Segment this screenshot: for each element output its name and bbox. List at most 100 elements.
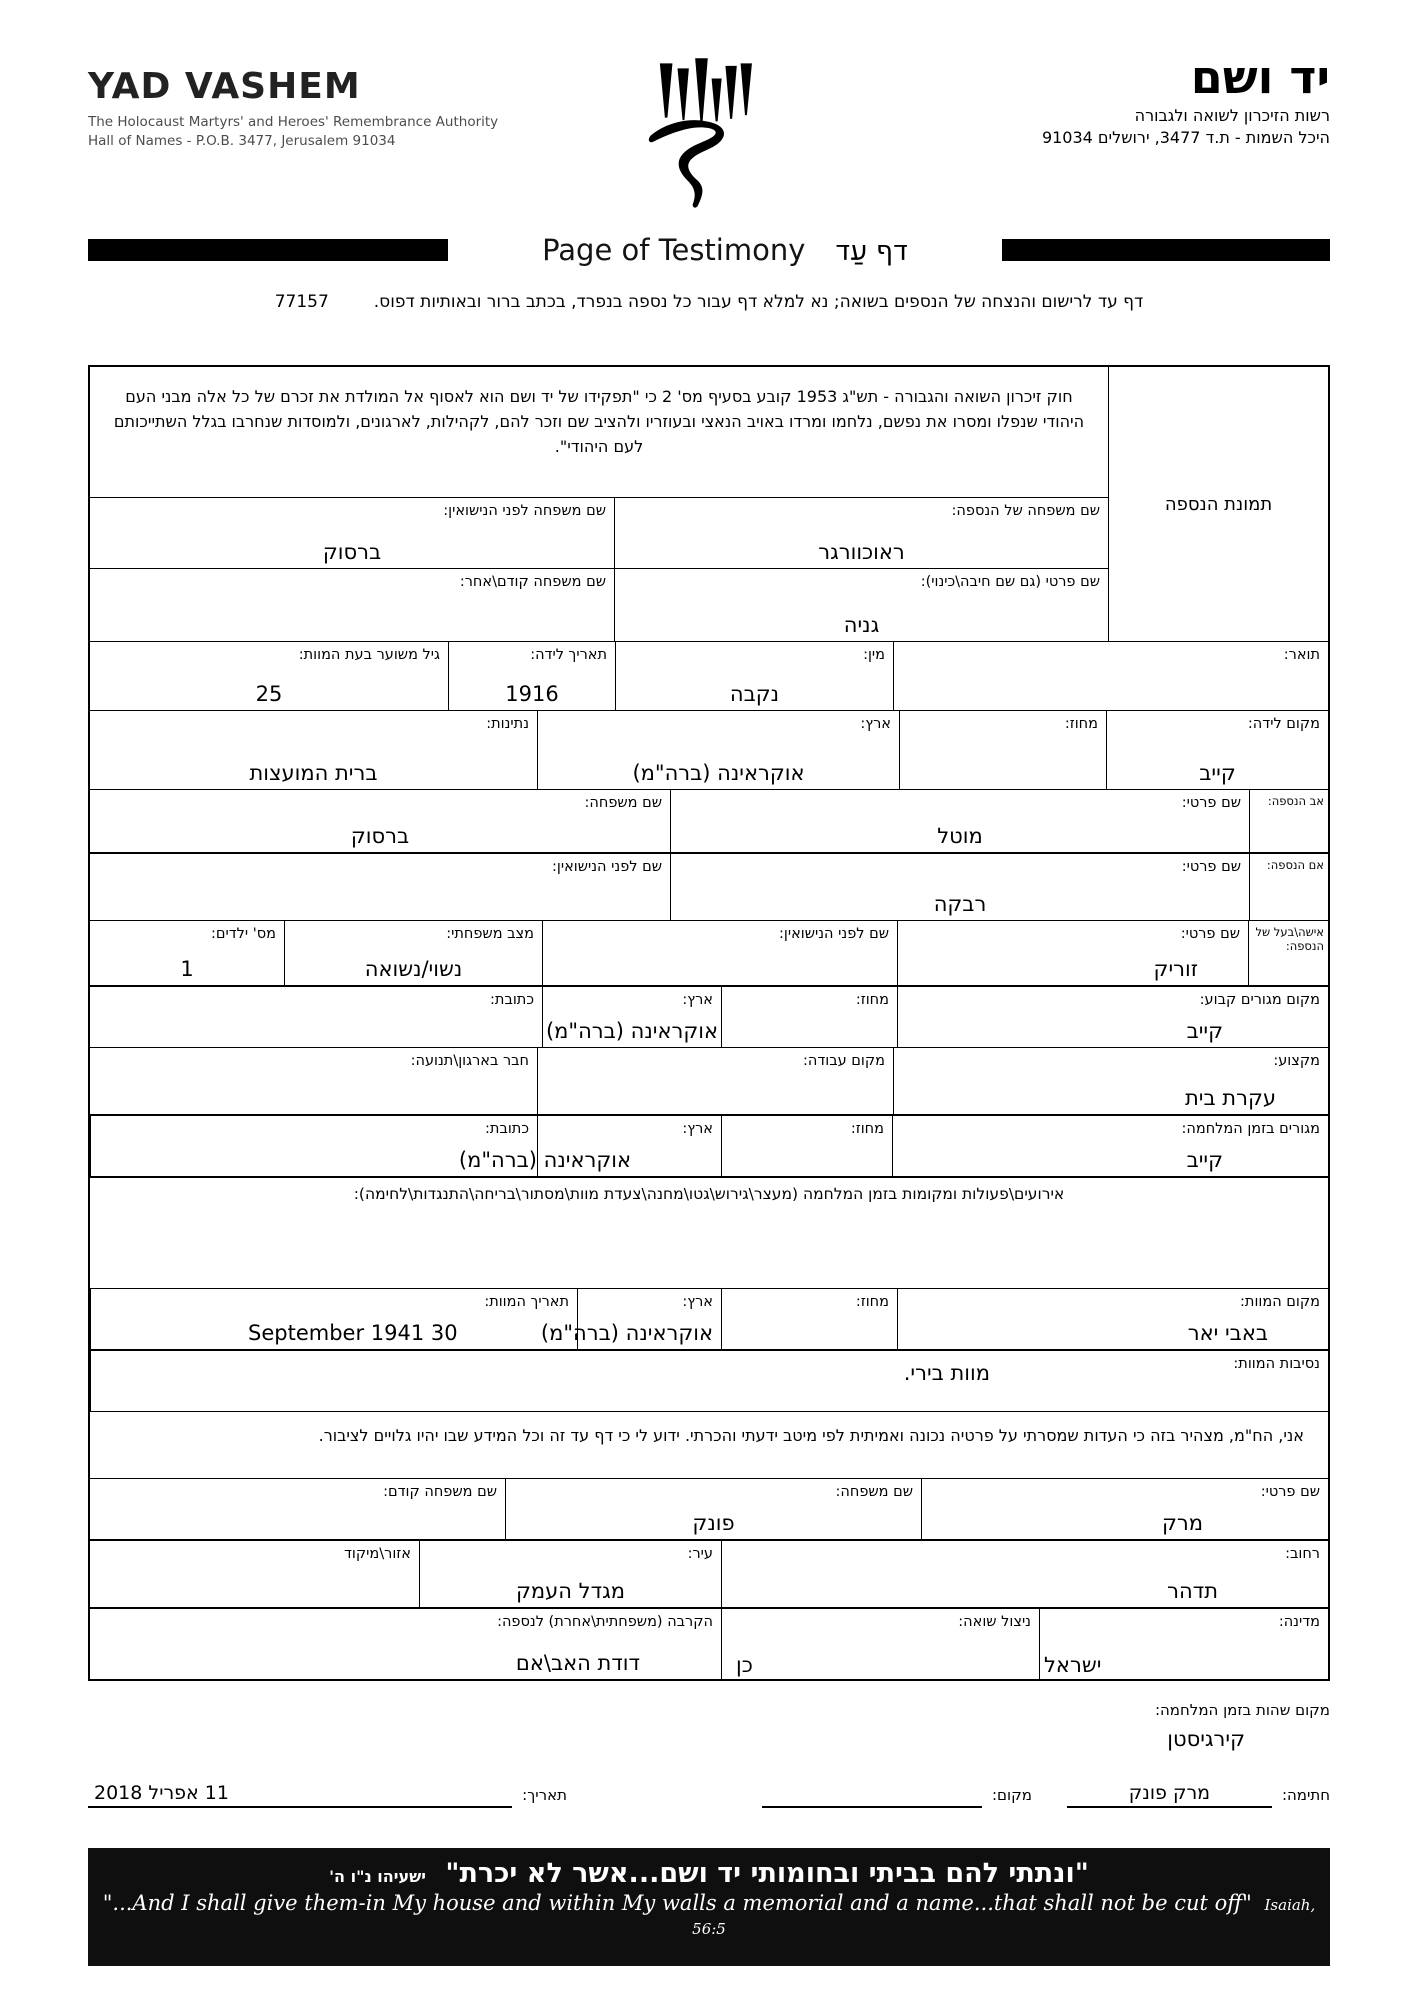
field-events-label: אירועים\פעולות ומקומות בזמן המלחמה (מעצר…: [353, 1185, 1065, 1203]
row-death: מקום המוות: באבי יאר מחוז: ארץ: תאריך המ…: [90, 1288, 1328, 1349]
page-title: Page of Testimony דף עַד: [448, 233, 1002, 267]
signature-row: חתימה: מרק פונק מקום: תאריך: 11 אפריל 20…: [88, 1782, 1330, 1808]
field-father-header: אב הנספה:: [1249, 790, 1328, 852]
field-label: חבר בארגון\תנועה:: [410, 1053, 529, 1069]
field-death-circumstances: נסיבות המוות:: [90, 1351, 1328, 1411]
field-death-circumstances-value: מוות בירי.: [903, 1361, 990, 1385]
row-submitter-name: שם פרטי: מרק שם משפחה: פונק שם משפחה קוד…: [90, 1478, 1328, 1539]
field-label: שם לפני הנישואין:: [779, 926, 889, 942]
field-label: מחוז:: [1064, 716, 1098, 732]
header-he-subtitle-2: היכל השמות - ת.ד 3477, ירושלים 91034: [1041, 127, 1330, 147]
title-bar-left-rule: [88, 239, 448, 261]
field-spouse-first-name: שם פרטי: זוריק: [897, 921, 1248, 985]
field-mother-first-name: שם פרטי: רבקה: [670, 854, 1249, 920]
field-label: גיל משוער בעת המוות:: [298, 647, 440, 663]
row-death-circumstances: נסיבות המוות: מוות בירי.: [90, 1349, 1328, 1411]
field-label: ארץ:: [682, 992, 713, 1008]
field-label: שם משפחה לפני הנישואין:: [443, 503, 606, 519]
sign-date-label: תאריך:: [522, 1786, 567, 1804]
header-hebrew: יד ושם רשות הזיכרון לשואה ולגבורה היכל ה…: [1042, 52, 1330, 147]
field-value: אוקראינה (ברה"מ): [545, 1019, 719, 1043]
declaration-text: אני, הח"מ, מצהיר בזה כי העדות שמסרתי על …: [318, 1426, 1304, 1445]
row-father: אב הנספה: שם פרטי: מוטל שם משפחה: ברסוק: [90, 789, 1328, 852]
field-label: מצב משפחתי:: [446, 926, 534, 942]
field-label: הקרבה (משפחתית\אחרת) לנספה:: [497, 1614, 713, 1630]
quote-banner: "ונתתי להם בביתי ובחומותי יד ושם...אשר ל…: [88, 1848, 1330, 1966]
field-label: שם פרטי:: [1181, 859, 1241, 875]
field-mother-maiden-name: שם לפני הנישואין:: [90, 854, 670, 920]
row-declaration: אני, הח"מ, מצהיר בזה כי העדות שמסרתי על …: [90, 1411, 1328, 1478]
field-label: תואר:: [1283, 647, 1320, 663]
field-label: שם משפחה של הנספה:: [951, 503, 1100, 519]
sign-date-value: 11 אפריל 2018: [88, 1782, 513, 1808]
field-value: קייב: [1186, 1019, 1223, 1043]
field-label: מקום לידה:: [1247, 716, 1320, 732]
field-value: ישראל: [1044, 1653, 1102, 1677]
field-value: מוטל: [937, 824, 983, 848]
row-residence: מקום מגורים קבוע: קייב מחוז: ארץ: אוקראי…: [90, 985, 1328, 1047]
field-label: אזור\מיקוד: [344, 1546, 411, 1562]
field-zip: אזור\מיקוד: [90, 1541, 419, 1607]
field-value: גניה: [843, 613, 880, 637]
header-en-subtitle-1: The Holocaust Martyrs' and Heroes' Remem…: [88, 114, 499, 130]
field-value: תדהר: [1167, 1579, 1218, 1603]
field-wartime-address: כתובת:: [90, 1116, 537, 1176]
page-title-en: Page of Testimony: [542, 233, 806, 267]
field-value: כן: [736, 1653, 753, 1677]
sign-place-value: [762, 1804, 982, 1808]
field-birth-date: תאריך לידה: 1916: [448, 642, 615, 710]
photo-box: תמונת הנספה: [1108, 367, 1328, 641]
row-address: רחוב: תדהר עיר: מגדל העמק אזור\מיקוד: [90, 1539, 1328, 1607]
yad-vashem-title-he: יד ושם: [1190, 50, 1330, 104]
field-submitter-family-name: שם משפחה: פונק: [505, 1479, 921, 1539]
field-label: שם משפחה:: [584, 795, 662, 811]
field-label: נסיבות המוות:: [1233, 1356, 1320, 1372]
form-top-left: חוק זיכרון השואה והגבורה - תש"ג 1953 קוב…: [90, 367, 1108, 641]
field-value: 25: [255, 682, 283, 706]
field-label: שם משפחה קודם:: [383, 1484, 497, 1500]
field-label: אישה\בעל של הנספה:: [1255, 925, 1324, 954]
field-value: נשוי/נשואה: [364, 957, 463, 981]
field-label: מס' ילדים:: [210, 926, 276, 942]
header-english: YAD VASHEM The Holocaust Martyrs' and He…: [88, 66, 498, 149]
field-label: שם פרטי:: [1181, 795, 1241, 811]
row-personal: תואר: מין: נקבה תאריך לידה: 1916 גיל משו…: [90, 641, 1328, 710]
signature-label: חתימה:: [1281, 1786, 1330, 1804]
row-birth-place: מקום לידה: קייב מחוז: ארץ: אוקראינה (ברה…: [90, 710, 1328, 789]
field-first-name: שם פרטי (גם שם חיבה\כינוי): גניה: [614, 569, 1108, 641]
field-label: מחוז:: [850, 1121, 884, 1137]
field-death-place: מקום המוות: באבי יאר: [897, 1289, 1328, 1349]
row-first-name: שם פרטי (גם שם חיבה\כינוי): גניה שם משפח…: [90, 568, 1108, 641]
row-wartime-residence: מגורים בזמן המלחמה: קייב מחוז: ארץ: כתוב…: [90, 1114, 1328, 1176]
instruction-line: דף עד לרישום והנצחה של הנספים בשואה; נא …: [88, 292, 1330, 312]
photo-box-label: תמונת הנספה: [1164, 493, 1273, 515]
sign-place-label: מקום:: [992, 1786, 1032, 1804]
field-value: מרק: [1161, 1511, 1203, 1535]
field-label: כתובת:: [485, 1121, 529, 1137]
field-label: שם משפחה קודם\אחר:: [459, 574, 606, 590]
field-label: נתינות:: [486, 716, 529, 732]
field-label: מחוז:: [855, 1294, 889, 1310]
field-value: 1916: [505, 682, 559, 706]
field-value: קייב: [1186, 1148, 1223, 1172]
field-label: מקום עבודה:: [802, 1053, 885, 1069]
field-label: מגורים בזמן המלחמה:: [1181, 1121, 1321, 1137]
field-mother-header: אם הנספה:: [1249, 854, 1328, 920]
field-label: שם משפחה:: [835, 1484, 913, 1500]
field-wartime-country: ארץ:: [537, 1116, 721, 1176]
field-wartime-country-value: אוקראינה (ברה"מ): [458, 1148, 631, 1172]
title-bar: Page of Testimony דף עַד: [88, 233, 1330, 267]
field-profession: מקצוע: עקרת בית: [893, 1048, 1328, 1114]
field-value: מגדל העמק: [515, 1579, 626, 1603]
field-residence-country: ארץ: אוקראינה (ברה"מ): [542, 987, 721, 1047]
field-birth-country: ארץ: אוקראינה (ברה"מ): [537, 711, 899, 789]
field-death-country: ארץ:: [577, 1289, 721, 1349]
testimony-form-table: תמונת הנספה חוק זיכרון השואה והגבורה - ת…: [88, 365, 1330, 1681]
field-label: ניצול שואה:: [958, 1614, 1031, 1630]
form-top-section: תמונת הנספה חוק זיכרון השואה והגבורה - ת…: [90, 367, 1328, 641]
wartime-whereabouts-value: קירגיסטן: [1167, 1727, 1245, 1751]
wartime-whereabouts: מקום שהות בזמן המלחמה: קירגיסטן: [1155, 1700, 1330, 1751]
field-organization: חבר בארגון\תנועה:: [90, 1048, 537, 1114]
field-label: רחוב:: [1285, 1546, 1320, 1562]
